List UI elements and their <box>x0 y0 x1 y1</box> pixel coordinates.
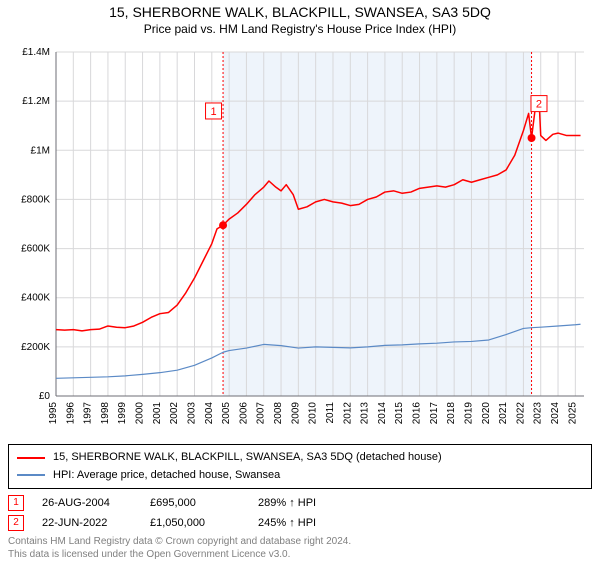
line-chart-svg: £0 £200K £400K £600K £800K £1M £1.2M £1.4M 1995 1… <box>8 42 592 438</box>
svg-text:2007: 2007 <box>256 402 267 425</box>
legend: 15, SHERBORNE WALK, BLACKPILL, SWANSEA, … <box>8 444 592 489</box>
svg-text:2021: 2021 <box>498 402 509 425</box>
sale-date: 22-JUN-2022 <box>42 517 132 529</box>
svg-text:2000: 2000 <box>135 402 146 425</box>
legend-swatch <box>17 474 45 476</box>
sale-date: 26-AUG-2004 <box>42 497 132 509</box>
svg-text:2013: 2013 <box>360 402 371 425</box>
svg-text:2024: 2024 <box>550 402 561 425</box>
legend-item: HPI: Average price, detached house, Swan… <box>17 467 583 485</box>
svg-text:2014: 2014 <box>377 402 388 425</box>
svg-text:2004: 2004 <box>204 402 215 425</box>
svg-text:£1.2M: £1.2M <box>22 96 50 107</box>
sale-marker-box: 2 <box>8 515 24 531</box>
svg-text:1997: 1997 <box>83 402 94 425</box>
svg-text:£800K: £800K <box>21 194 50 205</box>
sale-marker-box: 1 <box>8 495 24 511</box>
svg-text:£1.4M: £1.4M <box>22 47 50 58</box>
chart-container: 15, SHERBORNE WALK, BLACKPILL, SWANSEA, … <box>0 0 600 560</box>
chart-area: £0 £200K £400K £600K £800K £1M £1.2M £1.4M 1995 1… <box>8 42 592 438</box>
footer-line1: Contains HM Land Registry data © Crown c… <box>8 535 592 548</box>
sales-row: 1 26-AUG-2004 £695,000 289% ↑ HPI <box>8 495 592 511</box>
svg-text:2005: 2005 <box>221 402 232 425</box>
svg-text:£600K: £600K <box>21 244 50 255</box>
svg-text:2019: 2019 <box>463 402 474 425</box>
legend-label: 15, SHERBORNE WALK, BLACKPILL, SWANSEA, … <box>53 449 442 467</box>
svg-text:2010: 2010 <box>308 402 319 425</box>
svg-text:2006: 2006 <box>238 402 249 425</box>
svg-text:2012: 2012 <box>342 402 353 425</box>
svg-text:2008: 2008 <box>273 402 284 425</box>
svg-text:2: 2 <box>536 99 542 111</box>
sale-hpi: 289% ↑ HPI <box>258 497 348 509</box>
svg-text:2009: 2009 <box>290 402 301 425</box>
legend-swatch <box>17 457 45 459</box>
svg-text:2011: 2011 <box>325 402 336 424</box>
svg-text:£400K: £400K <box>21 293 50 304</box>
svg-text:1995: 1995 <box>48 402 59 425</box>
sale-price: £695,000 <box>150 497 240 509</box>
svg-text:2016: 2016 <box>412 402 423 425</box>
svg-text:2020: 2020 <box>481 402 492 425</box>
svg-text:2015: 2015 <box>394 402 405 425</box>
sale-price: £1,050,000 <box>150 517 240 529</box>
svg-text:2023: 2023 <box>533 402 544 425</box>
sale-hpi: 245% ↑ HPI <box>258 517 348 529</box>
svg-text:2017: 2017 <box>429 402 440 425</box>
footer-attribution: Contains HM Land Registry data © Crown c… <box>8 535 592 561</box>
svg-text:£200K: £200K <box>21 342 50 353</box>
footer-line2: This data is licensed under the Open Gov… <box>8 548 592 561</box>
svg-text:2022: 2022 <box>515 402 526 425</box>
svg-text:£0: £0 <box>39 391 51 402</box>
svg-text:2003: 2003 <box>186 402 197 425</box>
legend-label: HPI: Average price, detached house, Swan… <box>53 467 280 485</box>
svg-text:£1M: £1M <box>31 145 50 156</box>
svg-text:1998: 1998 <box>100 402 111 425</box>
sales-row: 2 22-JUN-2022 £1,050,000 245% ↑ HPI <box>8 515 592 531</box>
svg-text:1999: 1999 <box>117 402 128 425</box>
svg-text:2001: 2001 <box>152 402 163 425</box>
sales-table: 1 26-AUG-2004 £695,000 289% ↑ HPI 2 22-JUN-20… <box>8 495 592 531</box>
legend-item: 15, SHERBORNE WALK, BLACKPILL, SWANSEA, … <box>17 449 583 467</box>
svg-text:2018: 2018 <box>446 402 457 425</box>
chart-title: 15, SHERBORNE WALK, BLACKPILL, SWANSEA, … <box>8 4 592 20</box>
svg-text:1996: 1996 <box>65 402 76 425</box>
chart-subtitle: Price paid vs. HM Land Registry's House … <box>8 22 592 36</box>
svg-text:2002: 2002 <box>169 402 180 425</box>
svg-text:1: 1 <box>210 106 216 118</box>
svg-text:2025: 2025 <box>567 402 578 425</box>
